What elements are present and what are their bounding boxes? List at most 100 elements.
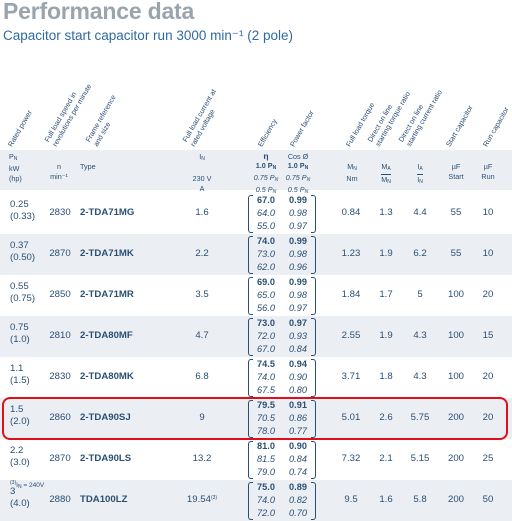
power-factor-value: 0.99: [289, 277, 307, 287]
power-factor-cell: 0.94 0.90 0.80: [283, 358, 313, 397]
power-factor-value: 0.84: [289, 344, 307, 354]
efficiency-cell: 74.0 73.0 62.0: [251, 235, 281, 274]
start-capacitor-cell: 200: [447, 453, 464, 464]
rated-power-hp: (0.33): [10, 211, 36, 222]
header-run-capacitor: Run capacitor: [480, 104, 511, 148]
efficiency-value: 79.0: [257, 467, 275, 477]
current-ratio-cell: 5.75: [410, 412, 430, 423]
power-factor-value: 0.84: [289, 454, 307, 464]
efficiency-value: 74.0: [257, 495, 275, 505]
speed-cell: 2830: [49, 207, 71, 218]
current-cell: 19.54(3): [186, 494, 218, 505]
speed-cell: 2850: [49, 289, 71, 300]
speed-cell: 2870: [49, 453, 71, 464]
unit-power-factor: Cos Ø 1.0 PN 0.75 PN 0.5 PN: [285, 152, 311, 195]
type-cell: 2-TDA80MF: [80, 330, 133, 341]
header-power-factor: Power factor: [287, 108, 316, 148]
unit-current-ratio: IA IN: [417, 162, 423, 185]
current-ratio-cell: 6.2: [413, 248, 427, 259]
highlighted-row-outline: [2, 397, 508, 440]
left-brace: [248, 236, 253, 274]
right-brace: [311, 359, 316, 397]
current-ratio-cell: 5.15: [410, 453, 430, 464]
power-factor-value: 0.86: [289, 413, 307, 423]
efficiency-cell: 73.0 72.0 67.0: [251, 317, 281, 356]
speed-cell: 2870: [49, 248, 71, 259]
table-row: 3 (4.0) 2880 TDA100LZ 19.54(3) 75.0 74.0 72.0 0.…: [0, 480, 512, 521]
power-factor-value: 0.97: [289, 318, 307, 328]
rated-power-hp: (0.75): [10, 293, 36, 304]
unit-current: IN 230 V A: [192, 152, 212, 193]
power-factor-cell: 0.99 0.98 0.97: [283, 276, 313, 315]
efficiency-value: 67.0: [257, 344, 275, 354]
rated-power-cell: 1.5 (2.0): [10, 404, 30, 428]
right-brace: [311, 318, 316, 356]
torque-cell: 5.01: [341, 412, 361, 423]
run-capacitor-cell: 20: [482, 371, 494, 382]
efficiency-value: 64.0: [257, 208, 275, 218]
torque-ratio-cell: 1.6: [379, 494, 393, 505]
torque-cell: 1.84: [341, 289, 361, 300]
current-ratio-cell: 4.3: [413, 330, 427, 341]
power-factor-value: 0.98: [289, 290, 307, 300]
right-brace: [311, 400, 316, 438]
efficiency-value: 55.0: [257, 221, 275, 231]
current-value: 3.5: [195, 289, 209, 300]
efficiency-value: 73.0: [257, 249, 275, 259]
rated-power-kw: 1.1: [10, 363, 24, 374]
speed-cell: 2880: [49, 494, 71, 505]
current-value: 13.2: [192, 453, 212, 464]
torque-ratio-cell: 1.3: [379, 207, 393, 218]
type-cell: 2-TDA90LS: [80, 453, 132, 464]
current-value: 1.6: [195, 207, 209, 218]
current-cell: 4.7: [186, 330, 218, 341]
efficiency-value: 67.0: [257, 195, 275, 205]
torque-cell: 3.71: [341, 371, 361, 382]
torque-ratio-cell: 1.9: [379, 248, 393, 259]
torque-ratio-cell: 1.8: [379, 371, 393, 382]
rated-power-kw: 0.55: [10, 281, 29, 292]
left-brace: [248, 318, 253, 356]
current-cell: 9: [186, 412, 218, 423]
rated-power-hp: (2.0): [10, 416, 30, 427]
efficiency-value: 65.0: [257, 290, 275, 300]
current-ratio-cell: 4.4: [413, 207, 427, 218]
units-band: [0, 150, 512, 190]
power-factor-cell: 0.89 0.82 0.70: [283, 481, 313, 520]
right-brace: [311, 236, 316, 274]
torque-cell: 1.23: [341, 248, 361, 259]
current-cell: 2.2: [186, 248, 218, 259]
rated-power-kw: 0.25: [10, 199, 29, 210]
efficiency-value: 79.5: [257, 400, 275, 410]
rated-power-cell: 2.2 (3.0): [10, 445, 30, 469]
speed-cell: 2830: [49, 371, 71, 382]
efficiency-value: 56.0: [257, 303, 275, 313]
torque-ratio-cell: 1.9: [379, 330, 393, 341]
power-factor-cell: 0.99 0.98 0.97: [283, 194, 313, 233]
power-factor-value: 0.99: [289, 236, 307, 246]
unit-type: Type: [80, 162, 96, 171]
power-factor-value: 0.99: [289, 195, 307, 205]
efficiency-cell: 75.0 74.0 72.0: [251, 481, 281, 520]
power-factor-value: 0.74: [289, 467, 307, 477]
table-row: 0.75 (1.0) 2810 2-TDA80MF 4.7 73.0 72.0 67.0 0.9…: [0, 316, 512, 357]
efficiency-value: 67.5: [257, 385, 275, 395]
unit-speed: n min⁻¹: [50, 162, 68, 181]
left-brace: [248, 441, 253, 479]
efficiency-value: 70.5: [257, 413, 275, 423]
right-brace: [311, 441, 316, 479]
rated-power-kw: 1.5: [10, 404, 24, 415]
efficiency-cell: 69.0 65.0 56.0: [251, 276, 281, 315]
footnote: (3)IN = 240V: [10, 480, 45, 490]
rated-power-cell: 0.75 (1.0): [10, 322, 30, 346]
power-factor-value: 0.96: [289, 262, 307, 272]
table-row: 0.25 (0.33) 2830 2-TDA71MG 1.6 67.0 64.0 55.0 0.…: [0, 193, 512, 234]
type-cell: 2-TDA71MG: [80, 207, 135, 218]
efficiency-cell: 67.0 64.0 55.0: [251, 194, 281, 233]
power-factor-cell: 0.90 0.84 0.74: [283, 440, 313, 479]
efficiency-value: 74.0: [257, 236, 275, 246]
header-full-load-current: Full load current at rated voltage: [180, 87, 218, 148]
right-brace: [311, 277, 316, 315]
torque-cell: 0.84: [341, 207, 361, 218]
unit-run-capacitor: µF Run: [481, 162, 495, 181]
